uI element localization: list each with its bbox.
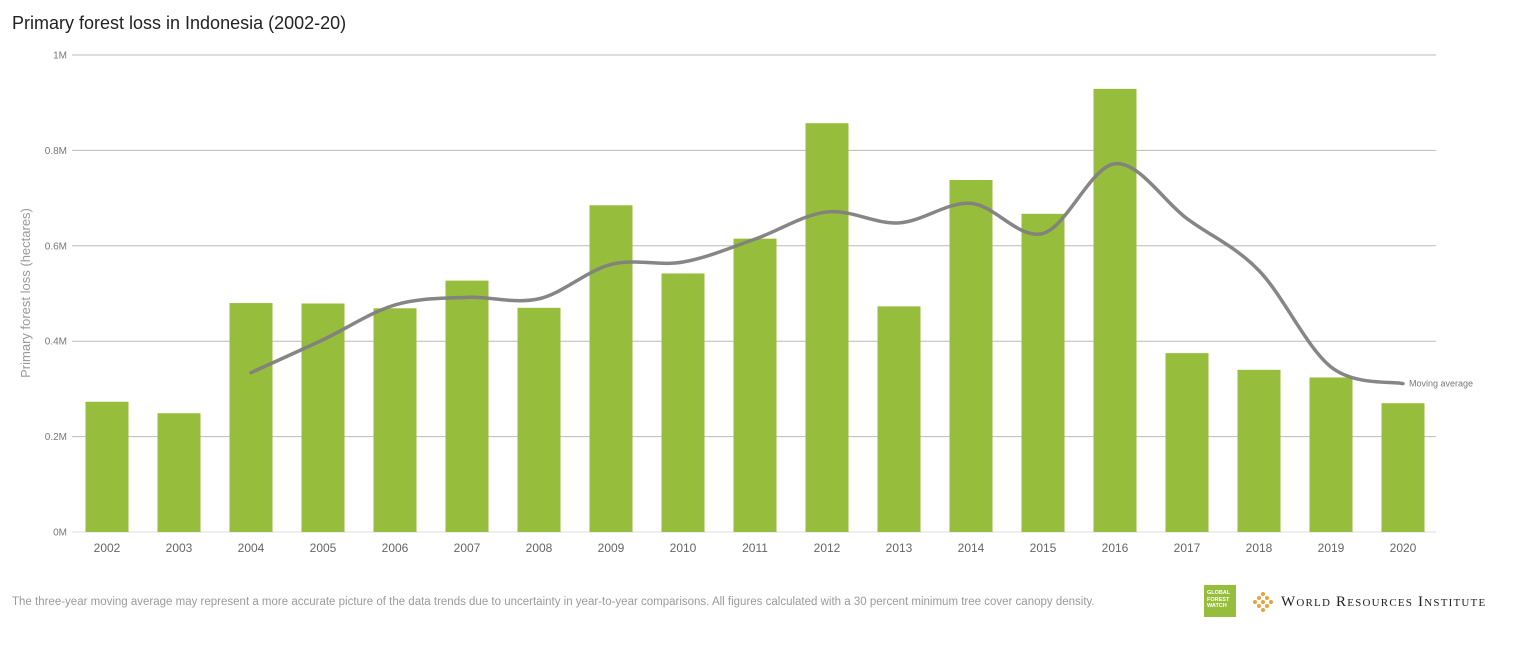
x-tick-label: 2007 (454, 541, 481, 555)
x-tick-label: 2018 (1246, 541, 1273, 555)
chart-canvas: 0M 0.2M 0.4M 0.6M 0.8M 1M Primary forest loss… (18, 51, 1473, 556)
bar[interactable] (661, 273, 705, 532)
bars (85, 88, 1425, 532)
x-tick-label: 2005 (310, 541, 337, 555)
x-tick-label: 2014 (958, 541, 985, 555)
x-tick-label: 2008 (526, 541, 553, 555)
bar[interactable] (301, 303, 345, 532)
x-tick-label: 2017 (1174, 541, 1201, 555)
gfw-logo-line: FOREST (1207, 596, 1230, 603)
y-tick-label: 0.6M (45, 241, 67, 252)
y-tick-label: 0.4M (45, 337, 67, 348)
y-axis-label: Primary forest loss (hectares) (18, 208, 33, 378)
footnote: The three-year moving average may repres… (12, 596, 1095, 608)
gfw-logo-line: WATCH (1207, 603, 1227, 609)
bar[interactable] (1309, 377, 1353, 532)
moving-average-series: Moving average (249, 162, 1473, 389)
bar[interactable] (229, 303, 273, 532)
x-tick-label: 2009 (598, 541, 625, 555)
x-tick-label: 2006 (382, 541, 409, 555)
x-tick-label: 2020 (1390, 541, 1417, 555)
chart-title: Primary forest loss in Indonesia (2002-2… (12, 13, 347, 33)
bar[interactable] (805, 123, 849, 532)
x-tick-label: 2002 (94, 541, 121, 555)
wri-mark-icon (1253, 592, 1273, 612)
bar[interactable] (445, 280, 489, 532)
bar[interactable] (1021, 213, 1065, 532)
bar[interactable] (373, 308, 417, 532)
x-tick-label: 2004 (238, 541, 265, 555)
moving-average-label: Moving average (1409, 379, 1473, 389)
y-tick-label: 0.2M (45, 432, 67, 443)
x-axis-ticks: 2002 2003 2004 2005 2006 2007 2008 2009 2010 2011… (94, 541, 1417, 555)
x-tick-label: 2010 (670, 541, 697, 555)
bar[interactable] (589, 205, 633, 532)
bar[interactable] (1093, 88, 1137, 532)
wri-logo-text: World Resources Institute (1281, 593, 1487, 610)
wri-logo: World Resources Institute (1252, 591, 1486, 613)
bar[interactable] (1237, 369, 1281, 532)
bar[interactable] (1165, 353, 1209, 532)
y-tick-label: 0.8M (45, 146, 67, 157)
bar[interactable] (517, 307, 561, 532)
x-tick-label: 2011 (742, 541, 768, 555)
global-forest-watch-logo: GLOBAL FOREST WATCH (1204, 585, 1236, 617)
x-tick-label: 2013 (886, 541, 913, 555)
bar[interactable] (877, 306, 921, 532)
x-tick-label: 2019 (1318, 541, 1345, 555)
x-tick-label: 2012 (814, 541, 841, 555)
gfw-logo-line: GLOBAL (1207, 590, 1231, 596)
x-tick-label: 2003 (166, 541, 193, 555)
bar[interactable] (85, 401, 129, 532)
x-tick-label: 2016 (1102, 541, 1129, 555)
bar[interactable] (157, 413, 201, 532)
y-tick-label: 1M (53, 51, 67, 62)
y-tick-label: 0M (53, 528, 67, 539)
bar[interactable] (1381, 403, 1425, 532)
y-axis-ticks: 0M 0.2M 0.4M 0.6M 0.8M 1M (45, 51, 67, 539)
bar[interactable] (733, 238, 777, 532)
moving-average-line[interactable] (249, 162, 1405, 386)
bar[interactable] (949, 179, 993, 532)
x-tick-label: 2015 (1030, 541, 1057, 555)
